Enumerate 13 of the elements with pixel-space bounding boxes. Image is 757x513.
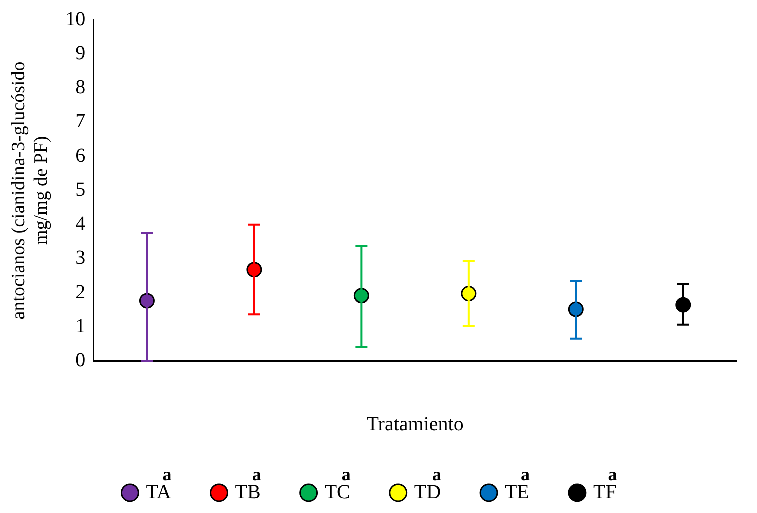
y-tick-label: 4 bbox=[76, 213, 86, 236]
y-tick-label: 8 bbox=[76, 76, 86, 99]
y-tick-label: 7 bbox=[76, 110, 86, 133]
y-tick-label: 10 bbox=[66, 8, 86, 30]
y-tick-label: 6 bbox=[76, 144, 86, 167]
y-tick-label: 2 bbox=[76, 281, 86, 304]
y-tick-label: 9 bbox=[76, 42, 86, 64]
y-axis-title: antocianos (cianidina-3-glucósido mg/mg de PF) bbox=[8, 62, 52, 320]
y-tick-label: 5 bbox=[76, 178, 86, 201]
x-axis-title: Tratamiento bbox=[366, 413, 464, 436]
y-tick-label: 3 bbox=[76, 247, 86, 270]
y-tick-label: 0 bbox=[76, 350, 86, 372]
y-tick-label: 1 bbox=[76, 316, 86, 338]
